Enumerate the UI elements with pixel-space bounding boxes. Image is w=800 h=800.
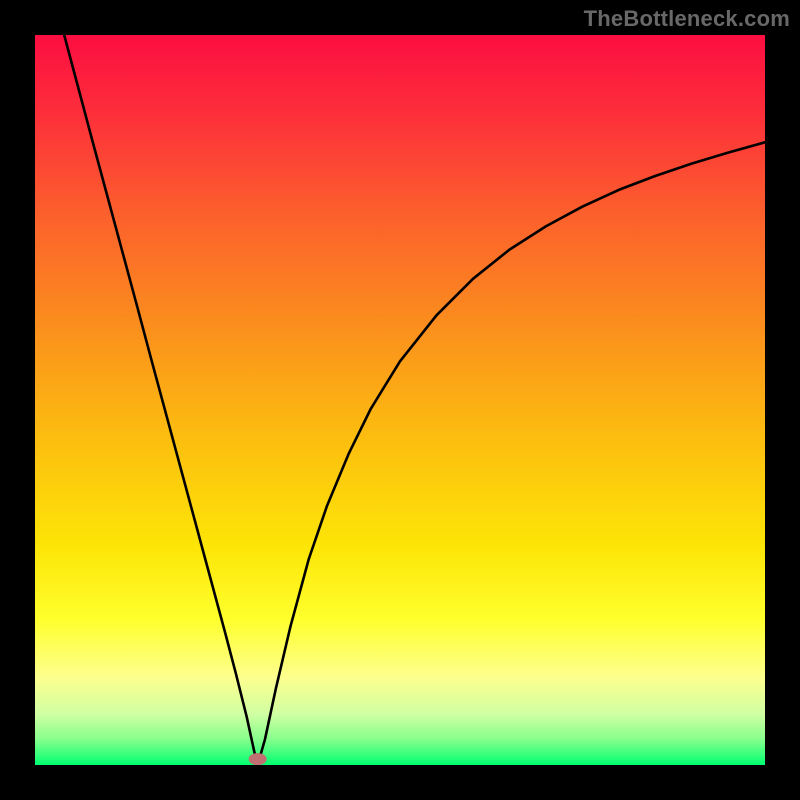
gradient-background	[35, 35, 765, 765]
bottleneck-chart	[0, 0, 800, 800]
watermark-text: TheBottleneck.com	[584, 6, 790, 32]
optimal-point-marker	[249, 753, 267, 765]
plot-area	[35, 35, 765, 765]
chart-container: TheBottleneck.com	[0, 0, 800, 800]
